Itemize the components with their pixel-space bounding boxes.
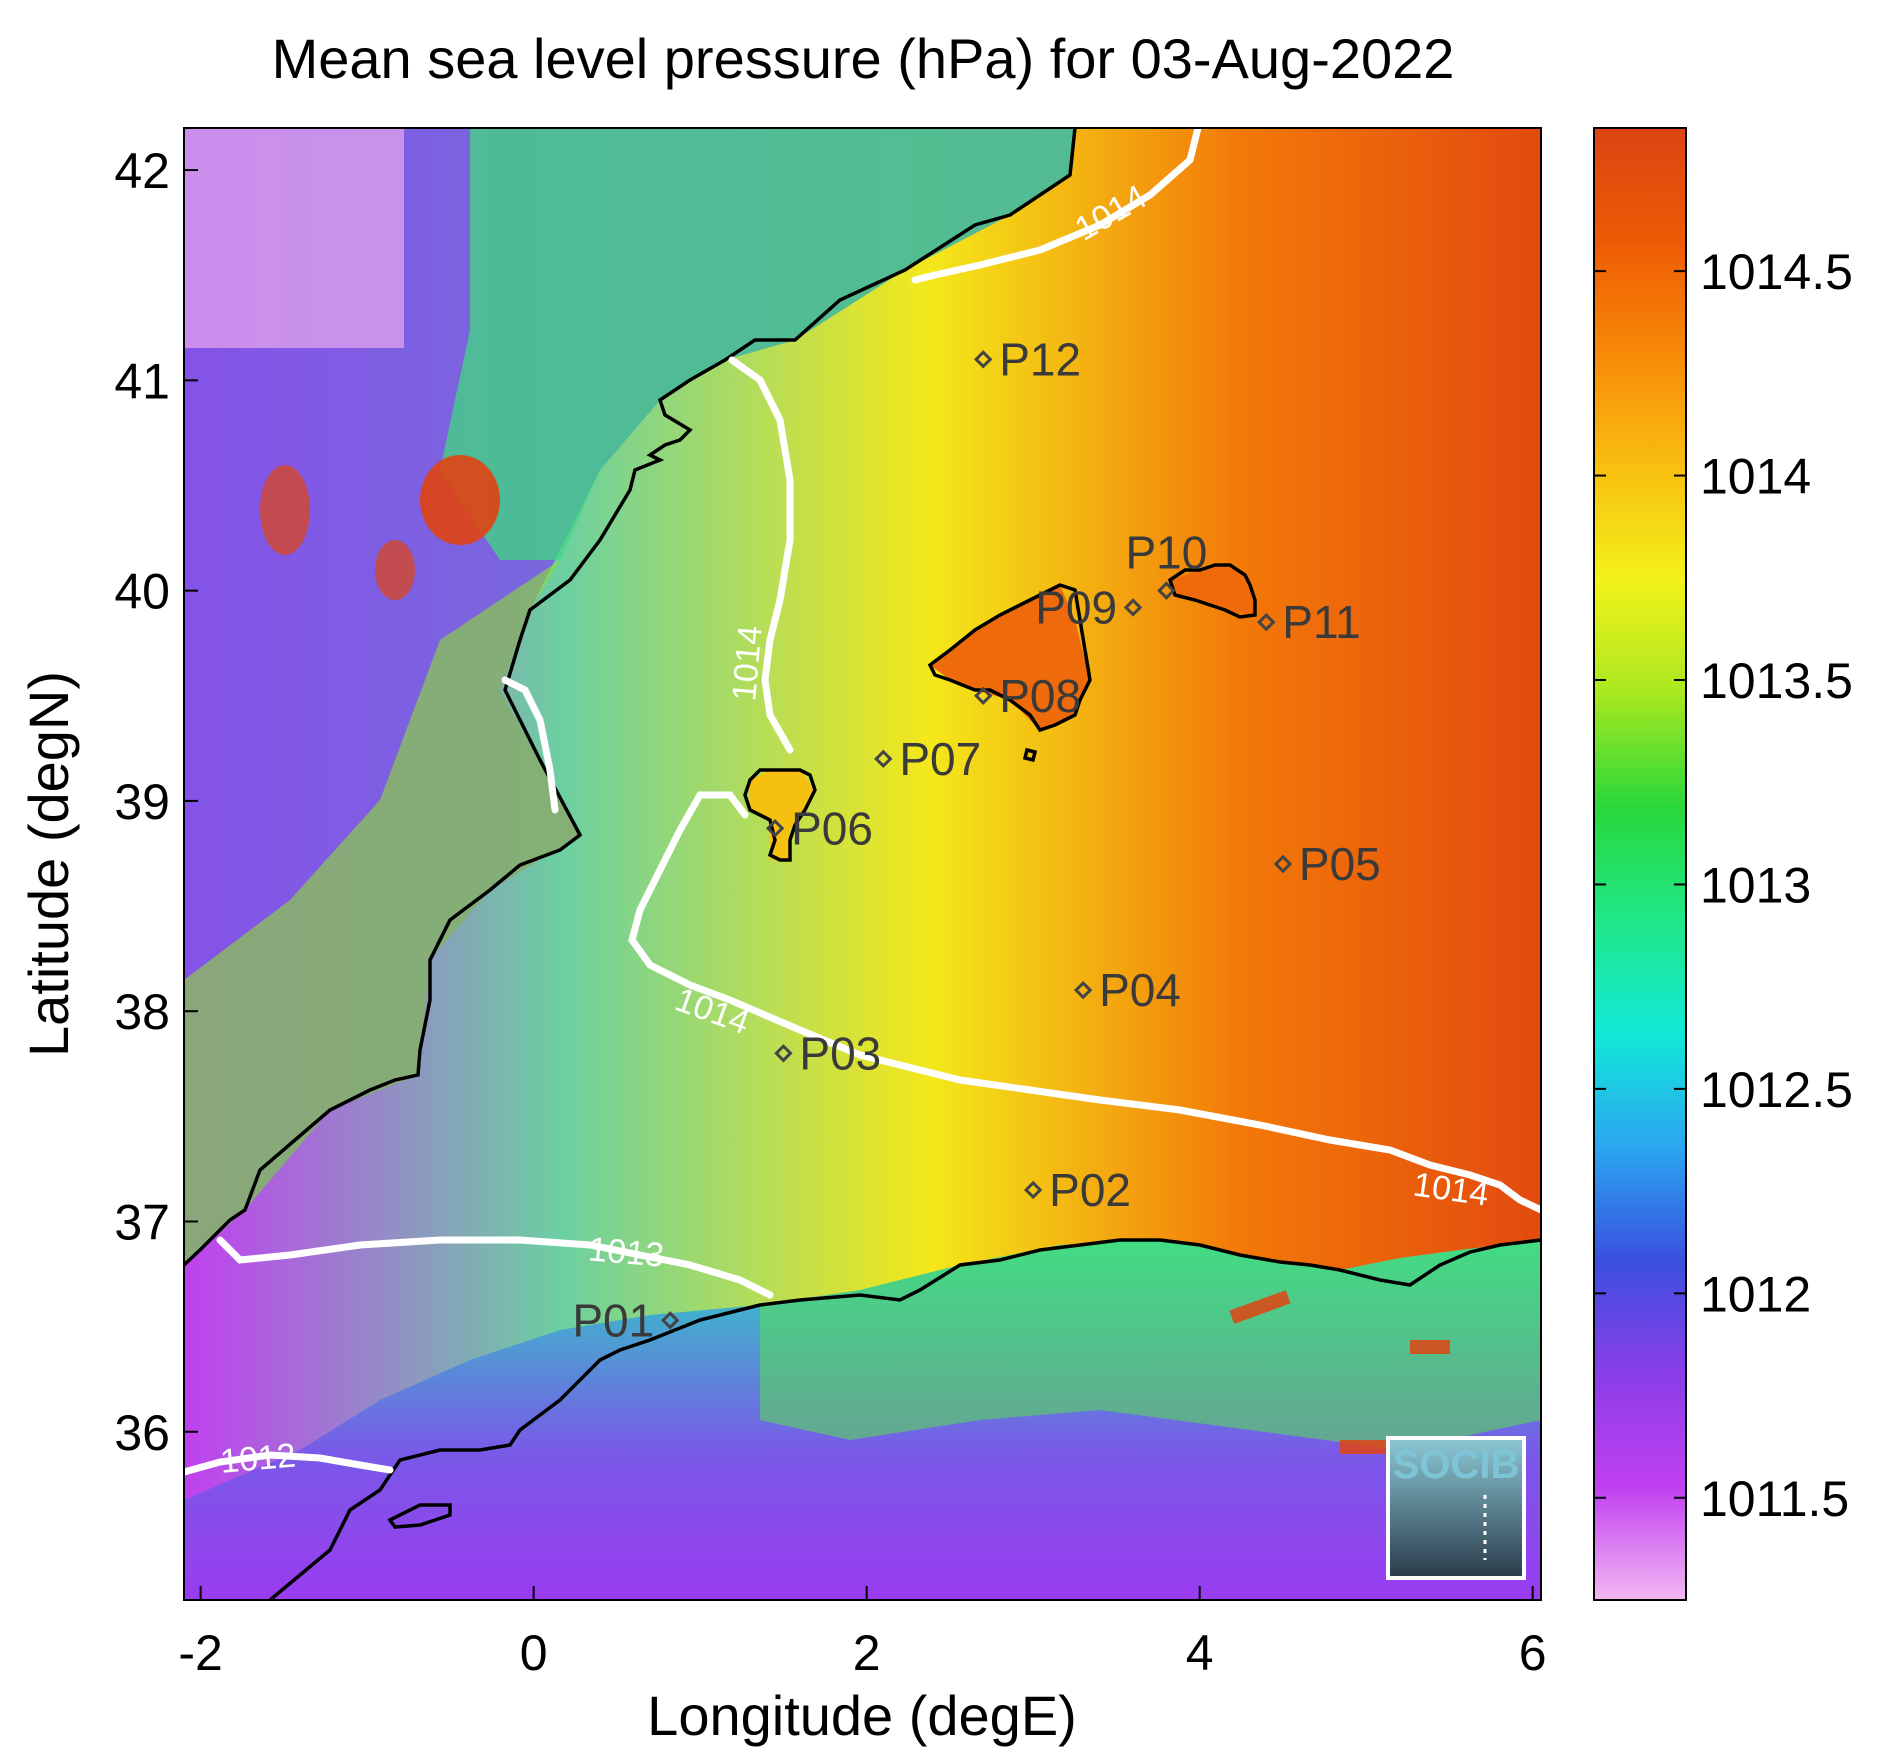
station-label: P10 [1125, 527, 1207, 579]
pressure-field [184, 128, 1541, 1600]
colorbar-ticks: 1011.5 1012 1012.5 1013 1013.5 1014 1014.5 [1594, 244, 1853, 1527]
isobar-1014-south [628, 791, 1541, 1214]
y-tick-label: 41 [114, 353, 170, 409]
isobar-contours [184, 128, 1541, 1476]
x-axis: -2 0 2 4 6 [178, 1586, 1547, 1681]
iberia-green-band [440, 128, 1075, 560]
isobar-1014-north [911, 128, 1202, 284]
iberia-coastal-band [184, 560, 580, 1265]
y-axis-label: Latitude (degN) [17, 671, 80, 1057]
station-label: P11 [1282, 596, 1360, 648]
y-axis: 36 37 38 39 40 41 42 [114, 143, 198, 1461]
station-label: P05 [1299, 838, 1381, 890]
colorbar-tick-label: 1012 [1700, 1266, 1811, 1322]
isobar-1014-central [728, 356, 794, 754]
mallorca-land [930, 585, 1090, 730]
colorbar-tick-label: 1012.5 [1700, 1062, 1853, 1118]
isobar-label: 1013 [587, 1230, 666, 1274]
map-title: Mean sea level pressure (hPa) for 03-Aug… [272, 27, 1455, 90]
highland-pink-patch [184, 128, 404, 348]
cabrera-coastline [1022, 747, 1038, 763]
y-tick-label: 37 [114, 1194, 170, 1250]
station-label: P03 [799, 1027, 881, 1079]
station-label: P02 [1049, 1164, 1131, 1216]
station-marker-icon [765, 819, 785, 838]
station-marker-icon [660, 1311, 680, 1330]
menorca-coastline [1167, 563, 1257, 619]
colorbar-tick-label: 1013.5 [1700, 653, 1853, 709]
highland-red-patch [420, 455, 500, 545]
africa-green-relief [760, 1240, 1541, 1450]
station-label: P04 [1099, 964, 1181, 1016]
colorbar-tick-label: 1014 [1700, 449, 1811, 505]
isobar-1014-west-bulge [501, 676, 559, 814]
y-tick-label: 42 [114, 143, 170, 199]
station-marker-icon [874, 749, 893, 769]
logo-text: SOCIB [1393, 1443, 1520, 1487]
station-label: P01 [572, 1294, 654, 1346]
colorbar-tick-label: 1013 [1700, 857, 1811, 913]
y-tick-label: 40 [114, 564, 170, 620]
relief-red-patch [1410, 1340, 1450, 1354]
station-marker-icon [774, 1044, 793, 1063]
plot-frame [183, 127, 1542, 1601]
isobar-label: 1012 [219, 1436, 298, 1480]
y-tick-label: 38 [114, 984, 170, 1040]
y-tick-label: 36 [114, 1405, 170, 1461]
station-marker-icon [1257, 612, 1276, 632]
x-tick-label: -2 [178, 1625, 222, 1681]
isobar-1013 [216, 1236, 774, 1299]
x-axis-label: Longitude (degE) [647, 1684, 1077, 1747]
station-label: P08 [999, 670, 1081, 722]
isobar-1012 [184, 1451, 394, 1476]
station-marker-icon [974, 686, 993, 705]
station-marker-icon [974, 350, 993, 369]
station-marker-icon [1273, 854, 1293, 874]
station-label: P09 [1035, 581, 1117, 633]
ibiza-coastline [743, 768, 817, 862]
station-marker-icon [1157, 581, 1176, 600]
station-label: P06 [791, 802, 873, 854]
relief-red-patch [1229, 1290, 1291, 1324]
x-tick-label: 4 [1186, 1625, 1214, 1681]
iberia-coastline [184, 128, 1077, 1267]
ibiza-land [750, 770, 815, 860]
highland-red-patch [260, 465, 310, 555]
colorbar-tick-label: 1014.5 [1700, 244, 1853, 300]
station-marker-icon [1123, 598, 1143, 617]
x-tick-label: 6 [1519, 1625, 1547, 1681]
station-marker-icon [1073, 980, 1093, 1000]
logo-box [1386, 1436, 1526, 1580]
socib-logo: SOCIB [1386, 1436, 1526, 1580]
x-tick-label: 2 [853, 1625, 881, 1681]
y-tick-label: 39 [114, 774, 170, 830]
highland-red-patch [375, 540, 415, 600]
station-label: P07 [899, 733, 981, 785]
alboran-islet-coastline [387, 1503, 452, 1529]
colorbar [1593, 127, 1687, 1601]
relief-red-patch [1340, 1440, 1390, 1454]
colorbar-tick-label: 1011.5 [1700, 1471, 1849, 1527]
coastlines [184, 128, 1541, 1600]
menorca-land [1170, 565, 1255, 615]
x-tick-label: 0 [520, 1625, 548, 1681]
isobar-label: 1014 [725, 624, 769, 703]
station-label: P12 [999, 333, 1081, 385]
station-marker-icon [1023, 1180, 1043, 1200]
africa-coastline [268, 1238, 1541, 1600]
